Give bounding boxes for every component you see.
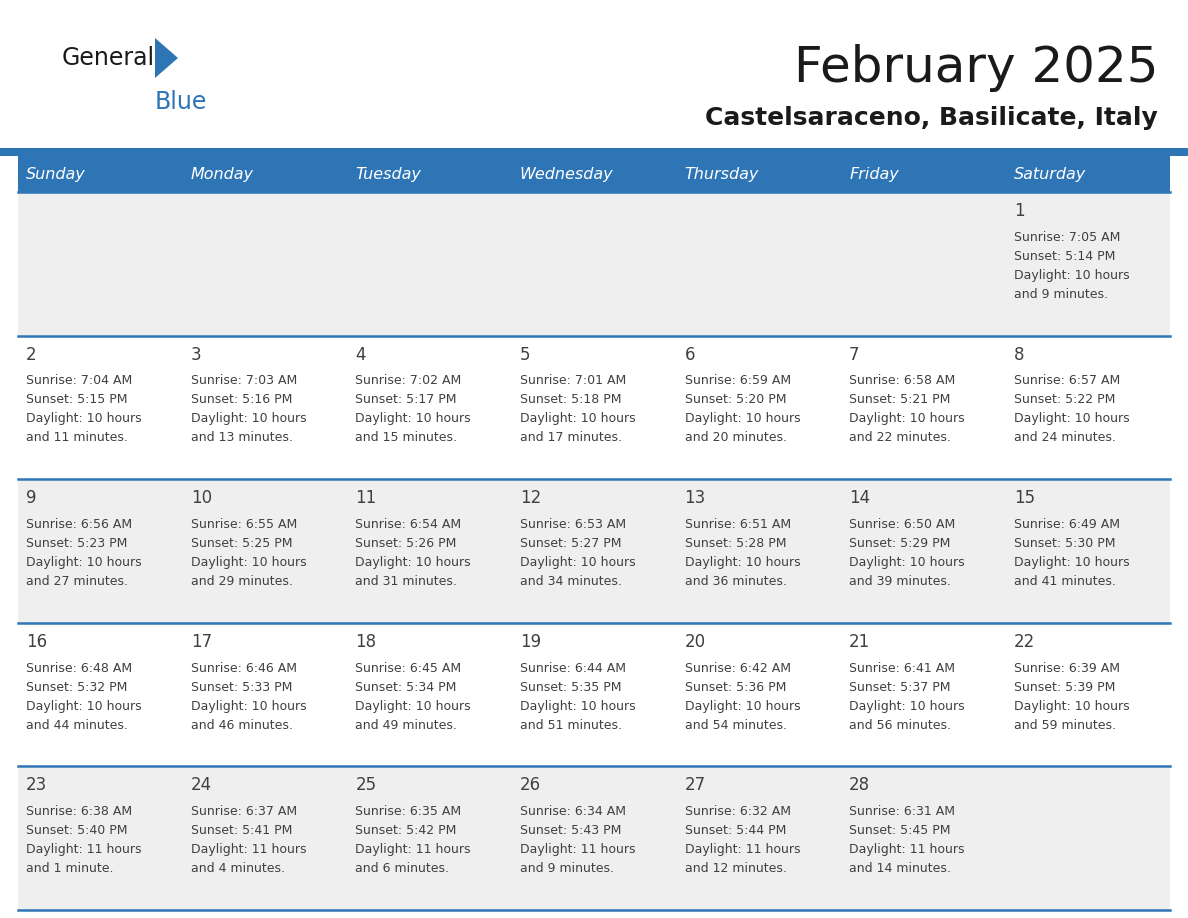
Text: Sunrise: 6:46 AM
Sunset: 5:33 PM
Daylight: 10 hours
and 46 minutes.: Sunrise: 6:46 AM Sunset: 5:33 PM Dayligh… (191, 662, 307, 732)
Text: Sunrise: 6:39 AM
Sunset: 5:39 PM
Daylight: 10 hours
and 59 minutes.: Sunrise: 6:39 AM Sunset: 5:39 PM Dayligh… (1013, 662, 1130, 732)
Bar (18, 622, 1170, 767)
Text: Monday: Monday (191, 166, 254, 182)
Text: Sunrise: 6:58 AM
Sunset: 5:21 PM
Daylight: 10 hours
and 22 minutes.: Sunrise: 6:58 AM Sunset: 5:21 PM Dayligh… (849, 375, 965, 444)
Text: Sunrise: 7:02 AM
Sunset: 5:17 PM
Daylight: 10 hours
and 15 minutes.: Sunrise: 7:02 AM Sunset: 5:17 PM Dayligh… (355, 375, 470, 444)
Text: Sunrise: 6:35 AM
Sunset: 5:42 PM
Daylight: 11 hours
and 6 minutes.: Sunrise: 6:35 AM Sunset: 5:42 PM Dayligh… (355, 805, 470, 875)
Text: 3: 3 (191, 346, 202, 364)
Text: Sunrise: 6:57 AM
Sunset: 5:22 PM
Daylight: 10 hours
and 24 minutes.: Sunrise: 6:57 AM Sunset: 5:22 PM Dayligh… (1013, 375, 1130, 444)
Text: Sunrise: 6:48 AM
Sunset: 5:32 PM
Daylight: 10 hours
and 44 minutes.: Sunrise: 6:48 AM Sunset: 5:32 PM Dayligh… (26, 662, 141, 732)
Text: 8: 8 (1013, 346, 1024, 364)
Text: Sunrise: 7:04 AM
Sunset: 5:15 PM
Daylight: 10 hours
and 11 minutes.: Sunrise: 7:04 AM Sunset: 5:15 PM Dayligh… (26, 375, 141, 444)
Text: 26: 26 (520, 777, 541, 794)
Bar (18, 479, 1170, 622)
Text: 28: 28 (849, 777, 871, 794)
Bar (18, 156, 1170, 192)
Text: 1: 1 (1013, 202, 1024, 220)
Text: 10: 10 (191, 489, 211, 508)
Text: Sunrise: 7:01 AM
Sunset: 5:18 PM
Daylight: 10 hours
and 17 minutes.: Sunrise: 7:01 AM Sunset: 5:18 PM Dayligh… (520, 375, 636, 444)
Text: Sunrise: 6:44 AM
Sunset: 5:35 PM
Daylight: 10 hours
and 51 minutes.: Sunrise: 6:44 AM Sunset: 5:35 PM Dayligh… (520, 662, 636, 732)
Text: Sunrise: 6:50 AM
Sunset: 5:29 PM
Daylight: 10 hours
and 39 minutes.: Sunrise: 6:50 AM Sunset: 5:29 PM Dayligh… (849, 518, 965, 588)
Text: Castelsaraceno, Basilicate, Italy: Castelsaraceno, Basilicate, Italy (706, 106, 1158, 130)
Text: 22: 22 (1013, 633, 1035, 651)
Text: 25: 25 (355, 777, 377, 794)
Bar (0, 148, 1188, 156)
Text: 4: 4 (355, 346, 366, 364)
Text: 5: 5 (520, 346, 531, 364)
Text: Sunrise: 6:32 AM
Sunset: 5:44 PM
Daylight: 11 hours
and 12 minutes.: Sunrise: 6:32 AM Sunset: 5:44 PM Dayligh… (684, 805, 800, 875)
Text: 24: 24 (191, 777, 211, 794)
Text: 19: 19 (520, 633, 541, 651)
Text: Sunrise: 6:42 AM
Sunset: 5:36 PM
Daylight: 10 hours
and 54 minutes.: Sunrise: 6:42 AM Sunset: 5:36 PM Dayligh… (684, 662, 801, 732)
Text: February 2025: February 2025 (794, 44, 1158, 92)
Text: 12: 12 (520, 489, 542, 508)
Text: Sunrise: 6:59 AM
Sunset: 5:20 PM
Daylight: 10 hours
and 20 minutes.: Sunrise: 6:59 AM Sunset: 5:20 PM Dayligh… (684, 375, 801, 444)
Text: Sunrise: 6:55 AM
Sunset: 5:25 PM
Daylight: 10 hours
and 29 minutes.: Sunrise: 6:55 AM Sunset: 5:25 PM Dayligh… (191, 518, 307, 588)
Text: 16: 16 (26, 633, 48, 651)
Text: Tuesday: Tuesday (355, 166, 422, 182)
Text: Sunrise: 7:03 AM
Sunset: 5:16 PM
Daylight: 10 hours
and 13 minutes.: Sunrise: 7:03 AM Sunset: 5:16 PM Dayligh… (191, 375, 307, 444)
Text: 9: 9 (26, 489, 37, 508)
Text: Friday: Friday (849, 166, 899, 182)
Text: 18: 18 (355, 633, 377, 651)
Text: 2: 2 (26, 346, 37, 364)
Text: Sunrise: 6:38 AM
Sunset: 5:40 PM
Daylight: 11 hours
and 1 minute.: Sunrise: 6:38 AM Sunset: 5:40 PM Dayligh… (26, 805, 141, 875)
Text: Wednesday: Wednesday (520, 166, 613, 182)
Text: Sunrise: 6:53 AM
Sunset: 5:27 PM
Daylight: 10 hours
and 34 minutes.: Sunrise: 6:53 AM Sunset: 5:27 PM Dayligh… (520, 518, 636, 588)
Text: Sunrise: 6:54 AM
Sunset: 5:26 PM
Daylight: 10 hours
and 31 minutes.: Sunrise: 6:54 AM Sunset: 5:26 PM Dayligh… (355, 518, 470, 588)
Text: 6: 6 (684, 346, 695, 364)
Text: 27: 27 (684, 777, 706, 794)
Text: Sunrise: 6:41 AM
Sunset: 5:37 PM
Daylight: 10 hours
and 56 minutes.: Sunrise: 6:41 AM Sunset: 5:37 PM Dayligh… (849, 662, 965, 732)
Text: Sunrise: 6:31 AM
Sunset: 5:45 PM
Daylight: 11 hours
and 14 minutes.: Sunrise: 6:31 AM Sunset: 5:45 PM Dayligh… (849, 805, 965, 875)
Text: Sunrise: 6:37 AM
Sunset: 5:41 PM
Daylight: 11 hours
and 4 minutes.: Sunrise: 6:37 AM Sunset: 5:41 PM Dayligh… (191, 805, 307, 875)
Text: Sunrise: 6:45 AM
Sunset: 5:34 PM
Daylight: 10 hours
and 49 minutes.: Sunrise: 6:45 AM Sunset: 5:34 PM Dayligh… (355, 662, 470, 732)
Text: Thursday: Thursday (684, 166, 759, 182)
Text: 7: 7 (849, 346, 860, 364)
Text: 14: 14 (849, 489, 871, 508)
Text: Sunrise: 6:49 AM
Sunset: 5:30 PM
Daylight: 10 hours
and 41 minutes.: Sunrise: 6:49 AM Sunset: 5:30 PM Dayligh… (1013, 518, 1130, 588)
Text: Sunrise: 6:56 AM
Sunset: 5:23 PM
Daylight: 10 hours
and 27 minutes.: Sunrise: 6:56 AM Sunset: 5:23 PM Dayligh… (26, 518, 141, 588)
Text: Blue: Blue (154, 90, 208, 114)
Polygon shape (154, 38, 178, 78)
Text: 20: 20 (684, 633, 706, 651)
Text: General: General (62, 46, 156, 70)
Bar (18, 336, 1170, 479)
Bar (18, 767, 1170, 910)
Text: 17: 17 (191, 633, 211, 651)
Text: 15: 15 (1013, 489, 1035, 508)
Text: 11: 11 (355, 489, 377, 508)
Text: Saturday: Saturday (1013, 166, 1086, 182)
Text: 21: 21 (849, 633, 871, 651)
Text: 13: 13 (684, 489, 706, 508)
Text: Sunrise: 6:51 AM
Sunset: 5:28 PM
Daylight: 10 hours
and 36 minutes.: Sunrise: 6:51 AM Sunset: 5:28 PM Dayligh… (684, 518, 801, 588)
Text: 23: 23 (26, 777, 48, 794)
Text: Sunrise: 6:34 AM
Sunset: 5:43 PM
Daylight: 11 hours
and 9 minutes.: Sunrise: 6:34 AM Sunset: 5:43 PM Dayligh… (520, 805, 636, 875)
Text: Sunrise: 7:05 AM
Sunset: 5:14 PM
Daylight: 10 hours
and 9 minutes.: Sunrise: 7:05 AM Sunset: 5:14 PM Dayligh… (1013, 230, 1130, 301)
Bar (18, 192, 1170, 336)
Text: Sunday: Sunday (26, 166, 86, 182)
